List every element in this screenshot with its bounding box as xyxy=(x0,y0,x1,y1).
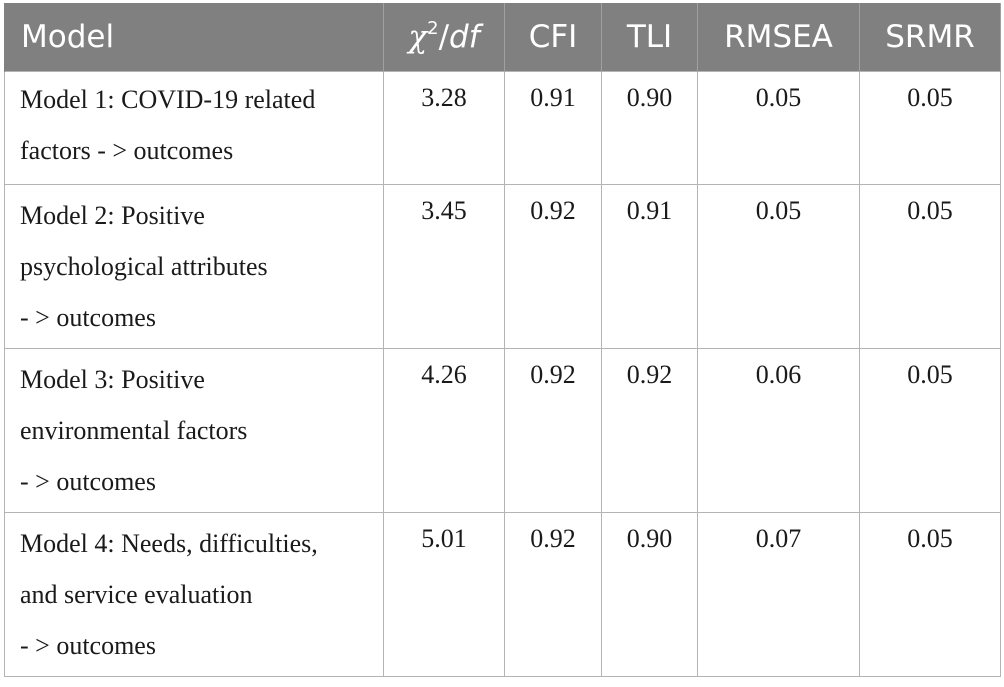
cell-srmr: 0.05 xyxy=(859,184,1001,349)
cell-tli: 0.90 xyxy=(601,71,698,185)
cell-rmsea: 0.05 xyxy=(697,184,860,349)
model-line: and service evaluation xyxy=(20,580,253,609)
chi-symbol: χ xyxy=(408,19,428,55)
header-cfi-label: CFI xyxy=(528,19,578,55)
cell-srmr: 0.05 xyxy=(859,348,1001,513)
table-body: Model 1: COVID-19 related factors - > ou… xyxy=(4,71,1001,677)
model-line: Model 4: Needs, difficulties, xyxy=(20,529,318,558)
cell-cfi: 0.92 xyxy=(504,348,602,513)
header-chi-df: χ2/df xyxy=(383,3,505,72)
header-srmr-label: SRMR xyxy=(885,19,975,55)
table-header: Model χ2/df CFI TLI RMSEA SRMR xyxy=(4,3,1001,72)
model-line: - > outcomes xyxy=(20,631,156,660)
model-line: factors - > outcomes xyxy=(20,136,234,165)
cell-tli: 0.90 xyxy=(601,512,698,677)
cell-rmsea: 0.07 xyxy=(697,512,860,677)
header-cfi: CFI xyxy=(504,3,602,72)
cell-chi-df: 4.26 xyxy=(383,348,505,513)
header-df: df xyxy=(449,19,480,55)
header-tli: TLI xyxy=(601,3,698,72)
cell-cfi: 0.92 xyxy=(504,512,602,677)
cell-model: Model 2: Positive psychological attribut… xyxy=(4,184,384,349)
model-line: - > outcomes xyxy=(20,467,156,496)
cell-chi-df: 5.01 xyxy=(383,512,505,677)
cell-chi-df: 3.28 xyxy=(383,71,505,185)
table-row: Model 3: Positive environmental factors … xyxy=(4,348,1001,513)
model-line: psychological attributes xyxy=(20,252,268,281)
chi-superscript: 2 xyxy=(427,18,439,39)
cell-srmr: 0.05 xyxy=(859,512,1001,677)
header-model-label: Model xyxy=(21,19,115,55)
header-rmsea-label: RMSEA xyxy=(724,19,833,55)
model-fit-table: Model χ2/df CFI TLI RMSEA SRMR Model 1: … xyxy=(4,3,1001,677)
cell-cfi: 0.91 xyxy=(504,71,602,185)
header-tli-label: TLI xyxy=(626,19,673,55)
chi-separator: / xyxy=(438,19,450,55)
cell-srmr: 0.05 xyxy=(859,71,1001,185)
table-row: Model 2: Positive psychological attribut… xyxy=(4,184,1001,349)
header-srmr: SRMR xyxy=(859,3,1001,72)
cell-rmsea: 0.05 xyxy=(697,71,860,185)
model-line: - > outcomes xyxy=(20,303,156,332)
header-model: Model xyxy=(4,3,384,72)
cell-model: Model 3: Positive environmental factors … xyxy=(4,348,384,513)
cell-model: Model 4: Needs, difficulties, and servic… xyxy=(4,512,384,677)
model-line: environmental factors xyxy=(20,416,248,445)
header-rmsea: RMSEA xyxy=(697,3,860,72)
header-chi-symbol: χ2 xyxy=(408,19,438,55)
cell-model: Model 1: COVID-19 related factors - > ou… xyxy=(4,71,384,185)
model-line: Model 1: COVID-19 related xyxy=(20,85,316,114)
cell-cfi: 0.92 xyxy=(504,184,602,349)
cell-rmsea: 0.06 xyxy=(697,348,860,513)
cell-chi-df: 3.45 xyxy=(383,184,505,349)
model-line: Model 3: Positive xyxy=(20,365,205,394)
model-line: Model 2: Positive xyxy=(20,201,205,230)
table-row: Model 1: COVID-19 related factors - > ou… xyxy=(4,71,1001,185)
table-row: Model 4: Needs, difficulties, and servic… xyxy=(4,512,1001,677)
header-row: Model χ2/df CFI TLI RMSEA SRMR xyxy=(4,3,1001,72)
cell-tli: 0.92 xyxy=(601,348,698,513)
cell-tli: 0.91 xyxy=(601,184,698,349)
